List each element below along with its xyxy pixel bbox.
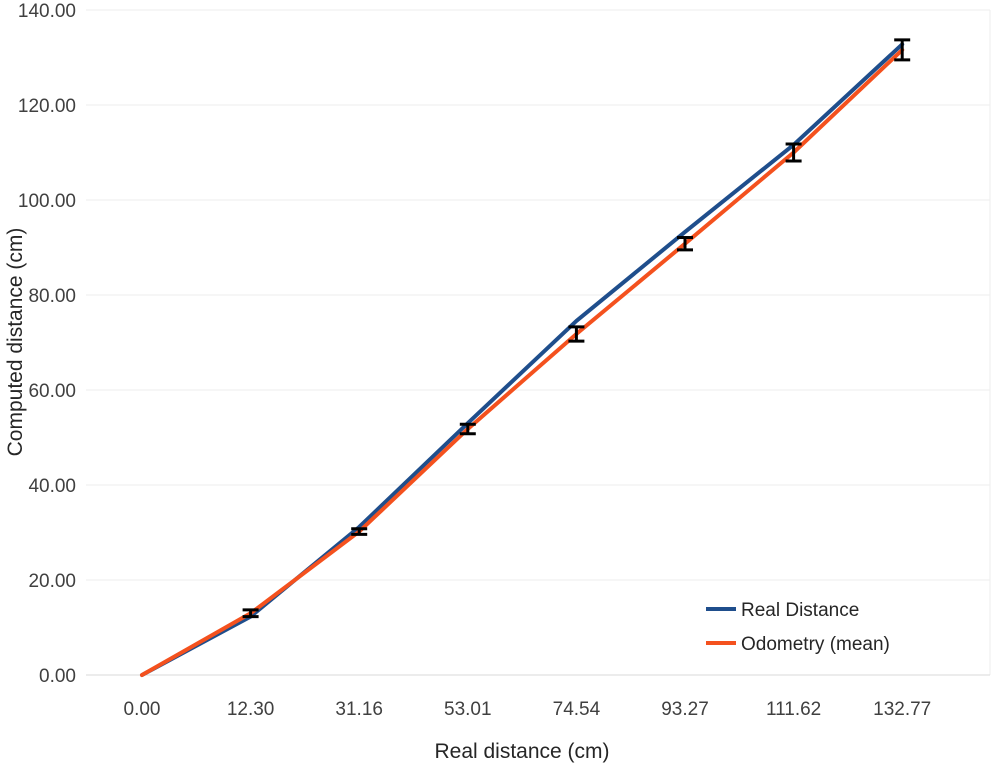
x-tick-label: 31.16	[335, 699, 383, 720]
y-tick-label: 140.00	[18, 1, 76, 22]
legend-label-odometry: Odometry (mean)	[741, 634, 890, 655]
y-tick-label: 20.00	[28, 571, 76, 592]
y-tick-label: 80.00	[28, 286, 76, 307]
error-bars	[242, 38, 911, 619]
error-bar	[785, 142, 802, 163]
error-bar	[894, 38, 911, 62]
error-bar	[351, 527, 368, 536]
legend: Real Distance Odometry (mean)	[706, 600, 890, 655]
series-layer	[140, 42, 905, 677]
grid-lines	[86, 9, 991, 675]
y-tick-label: 60.00	[28, 381, 76, 402]
error-bar	[677, 236, 693, 252]
y-axis-title: Computed distance (cm)	[4, 228, 27, 457]
y-tick-label: 100.00	[18, 191, 76, 212]
x-tick-label: 53.01	[444, 699, 492, 720]
x-tick-label: 111.62	[766, 699, 821, 720]
x-tick-label: 0.00	[124, 699, 161, 720]
series-line-odometry-mean	[140, 47, 905, 677]
x-tick-label: 12.30	[227, 699, 275, 720]
error-bar	[459, 422, 476, 436]
x-tick-label: 93.27	[661, 699, 709, 720]
x-tick-label: 74.54	[553, 699, 601, 720]
y-tick-label: 0.00	[39, 666, 76, 687]
y-axis-tick-labels: 0.00 20.00 40.00 60.00 80.00 100.00 120.00 140.…	[18, 1, 76, 687]
x-axis-title: Real distance (cm)	[434, 740, 609, 763]
error-bar	[568, 325, 585, 343]
x-axis-tick-labels: 0.00 12.30 31.16 53.01 74.54 93.27 111.62 132.7…	[124, 699, 932, 720]
y-tick-label: 40.00	[28, 476, 76, 497]
y-tick-label: 120.00	[18, 96, 76, 117]
legend-label-real-distance: Real Distance	[741, 600, 859, 621]
x-tick-label: 132.77	[873, 699, 931, 720]
error-bar	[242, 608, 259, 619]
